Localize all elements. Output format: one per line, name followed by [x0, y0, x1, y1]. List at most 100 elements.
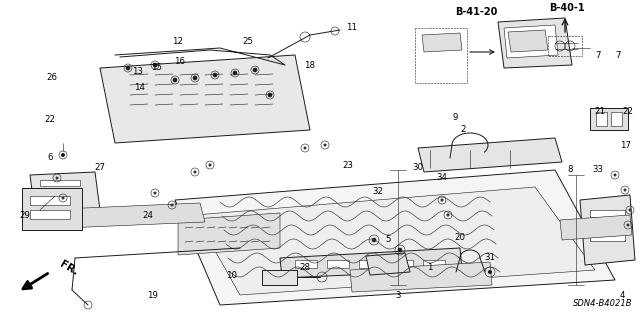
Circle shape: [213, 73, 217, 77]
Polygon shape: [418, 138, 562, 172]
Text: 13: 13: [132, 68, 143, 77]
Bar: [22, 188, 82, 230]
Polygon shape: [350, 262, 492, 292]
Bar: [596, 112, 607, 126]
Polygon shape: [366, 253, 410, 275]
Circle shape: [153, 63, 157, 67]
Polygon shape: [30, 172, 100, 213]
Text: 26: 26: [47, 73, 58, 83]
Circle shape: [154, 191, 157, 195]
Bar: [611, 112, 622, 126]
Circle shape: [623, 189, 627, 191]
Circle shape: [268, 93, 272, 97]
Circle shape: [372, 238, 376, 242]
Text: 34: 34: [436, 174, 447, 182]
Circle shape: [209, 164, 211, 167]
Polygon shape: [504, 25, 558, 58]
Text: 25: 25: [243, 38, 253, 47]
Circle shape: [173, 78, 177, 82]
Circle shape: [61, 197, 65, 199]
Text: 6: 6: [47, 153, 52, 162]
Circle shape: [126, 66, 130, 70]
Polygon shape: [422, 33, 462, 52]
Circle shape: [253, 68, 257, 72]
Circle shape: [447, 213, 449, 217]
Circle shape: [323, 144, 326, 146]
Text: 10: 10: [227, 271, 237, 279]
Polygon shape: [38, 203, 205, 229]
Text: 11: 11: [346, 24, 358, 33]
Bar: [295, 260, 317, 268]
Bar: [40, 200, 80, 206]
Bar: [327, 260, 349, 268]
Polygon shape: [195, 187, 595, 295]
Circle shape: [193, 76, 197, 80]
Bar: [548, 36, 582, 56]
Text: 29: 29: [20, 211, 31, 219]
Text: 2: 2: [460, 125, 466, 135]
Bar: [590, 222, 625, 229]
Text: 4: 4: [620, 291, 625, 300]
Text: 30: 30: [413, 164, 424, 173]
Polygon shape: [508, 30, 548, 52]
Text: 24: 24: [143, 211, 154, 219]
Text: 7: 7: [595, 50, 600, 60]
Polygon shape: [560, 215, 632, 240]
Bar: [40, 190, 80, 196]
Circle shape: [440, 198, 444, 202]
Text: SDN4-B4021B: SDN4-B4021B: [573, 299, 632, 308]
Bar: [30, 196, 70, 205]
Circle shape: [628, 209, 632, 211]
Text: 8: 8: [567, 166, 573, 174]
Circle shape: [56, 176, 58, 180]
Text: 17: 17: [621, 140, 632, 150]
Text: B-41-20: B-41-20: [455, 7, 497, 17]
Circle shape: [61, 153, 65, 157]
Bar: [391, 260, 413, 268]
Text: B-40-1: B-40-1: [549, 3, 585, 13]
Polygon shape: [280, 248, 462, 278]
Circle shape: [627, 224, 630, 226]
Bar: [40, 180, 80, 186]
Text: 22: 22: [45, 115, 56, 124]
Bar: [30, 210, 70, 219]
Text: 1: 1: [428, 263, 433, 272]
Text: 28: 28: [300, 263, 310, 272]
Circle shape: [170, 204, 173, 206]
Text: 32: 32: [372, 188, 383, 197]
Text: 22: 22: [623, 108, 634, 116]
Polygon shape: [498, 18, 572, 68]
Circle shape: [614, 174, 616, 176]
Text: 16: 16: [175, 57, 186, 66]
Text: 31: 31: [484, 254, 495, 263]
Text: 12: 12: [173, 38, 184, 47]
Text: 33: 33: [593, 166, 604, 174]
Polygon shape: [580, 195, 635, 265]
Polygon shape: [100, 55, 310, 143]
Circle shape: [233, 71, 237, 75]
Text: 21: 21: [595, 108, 605, 116]
Bar: [590, 108, 628, 130]
Circle shape: [193, 170, 196, 174]
Text: 15: 15: [152, 63, 163, 72]
Circle shape: [488, 270, 492, 274]
Text: 7: 7: [615, 50, 621, 60]
Bar: [423, 260, 445, 268]
Bar: [415, 28, 467, 83]
Polygon shape: [175, 170, 615, 305]
Circle shape: [303, 146, 307, 150]
Text: 19: 19: [147, 291, 157, 300]
Text: 27: 27: [95, 164, 106, 173]
Text: 14: 14: [134, 84, 145, 93]
Bar: [359, 260, 381, 268]
Text: 5: 5: [385, 235, 391, 244]
Circle shape: [398, 248, 402, 252]
Polygon shape: [178, 213, 280, 255]
Text: 20: 20: [454, 234, 465, 242]
Bar: [590, 234, 625, 241]
Bar: [590, 210, 625, 217]
Text: 23: 23: [342, 160, 353, 169]
Text: 9: 9: [452, 114, 458, 122]
Bar: [262, 270, 297, 285]
Text: 18: 18: [305, 61, 316, 70]
